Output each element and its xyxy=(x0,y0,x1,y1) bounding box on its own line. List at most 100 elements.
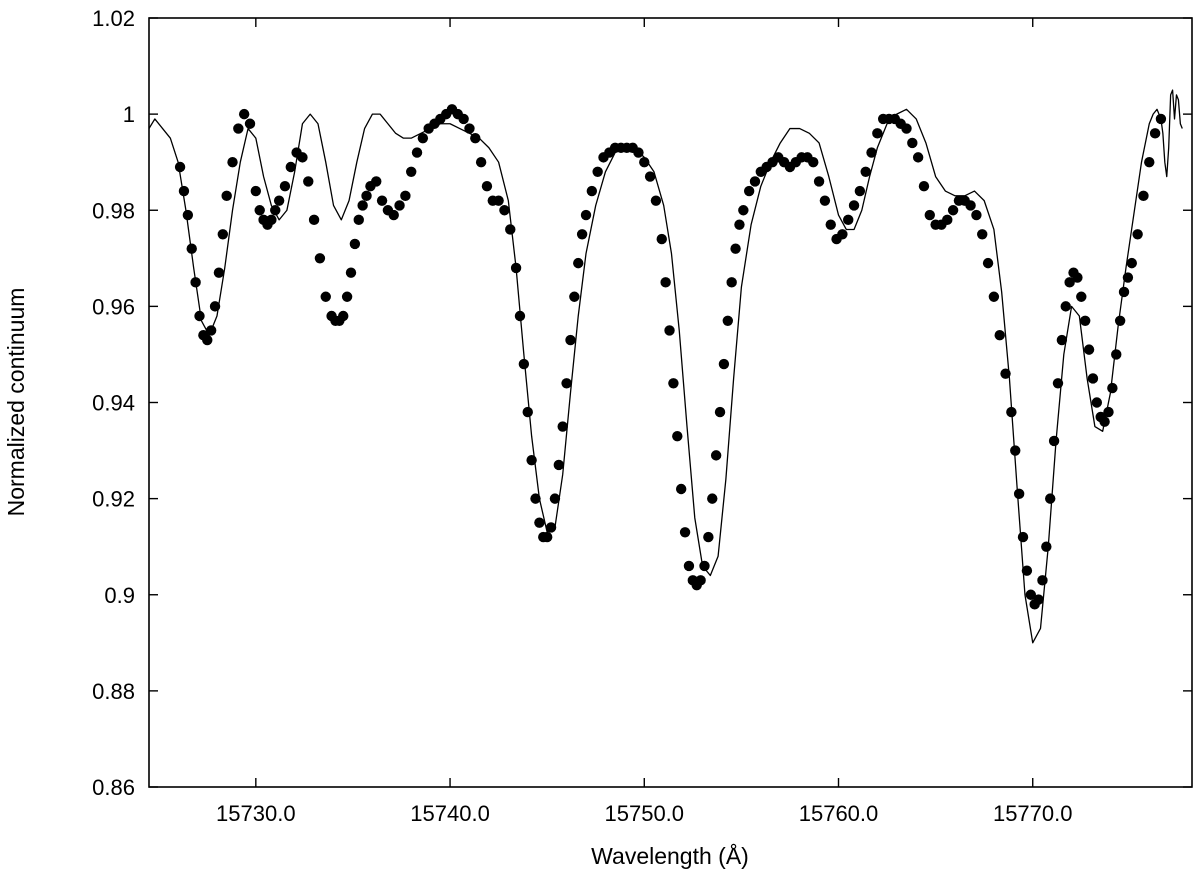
observed-data-point xyxy=(530,493,541,504)
observed-data-point xyxy=(703,531,714,543)
observed-data-point xyxy=(854,185,866,197)
observed-data-point xyxy=(475,156,487,168)
observed-data-point xyxy=(1060,301,1071,312)
observed-data-point xyxy=(499,205,510,216)
observed-data-point xyxy=(1045,493,1056,504)
observed-data-point xyxy=(699,560,710,572)
observed-data-point xyxy=(417,132,429,144)
y-tick-label: 1.02 xyxy=(92,6,135,31)
observed-data-point xyxy=(633,147,644,158)
observed-data-point xyxy=(205,325,217,336)
observed-data-point xyxy=(695,575,706,586)
observed-data-point xyxy=(965,200,976,211)
observed-data-point xyxy=(213,267,225,278)
observed-data-point xyxy=(707,493,718,504)
observed-data-point xyxy=(1118,286,1130,298)
observed-data-point xyxy=(971,209,982,221)
observed-data-point xyxy=(1056,334,1068,346)
observed-data-point xyxy=(1132,229,1143,240)
observed-data-point xyxy=(1087,373,1099,384)
y-axis-title: Normalized continuum xyxy=(3,288,29,517)
observed-data-point xyxy=(518,358,530,370)
observed-data-point xyxy=(573,257,584,269)
observed-data-point xyxy=(285,161,296,173)
observed-data-point xyxy=(982,257,994,269)
observed-data-point xyxy=(1025,589,1036,600)
observed-data-point xyxy=(545,522,557,533)
observed-data-point xyxy=(209,301,221,312)
observed-data-point xyxy=(718,358,730,370)
observed-data-point xyxy=(743,185,755,197)
y-tick-label: 0.86 xyxy=(92,775,135,800)
observed-data-point xyxy=(1037,575,1048,586)
observed-data-point xyxy=(1072,272,1083,283)
observed-data-point xyxy=(1076,291,1087,302)
observed-data-point xyxy=(592,166,603,177)
observed-data-point xyxy=(194,310,205,322)
observed-data-point xyxy=(726,277,737,288)
observed-data-point xyxy=(388,209,399,221)
observed-data-point xyxy=(1000,368,1011,379)
observed-data-point xyxy=(341,291,353,302)
observed-data-point xyxy=(1033,594,1044,605)
observed-data-point xyxy=(349,238,361,250)
observed-data-point xyxy=(580,209,592,221)
observed-data-point xyxy=(656,233,667,245)
observed-data-point xyxy=(297,152,308,163)
observed-data-point xyxy=(493,195,504,206)
y-tick-label: 0.96 xyxy=(92,294,135,319)
observed-data-point xyxy=(749,176,761,187)
observed-data-point xyxy=(722,315,733,326)
observed-data-point xyxy=(679,527,691,538)
observed-data-point xyxy=(510,262,522,274)
observed-data-point xyxy=(1111,349,1122,360)
observed-data-point xyxy=(1006,406,1017,418)
observed-data-point xyxy=(353,214,364,226)
axis-ticks: 15730.0 15740.0 15750.0 15760.0 15770.0 0.86 0… xyxy=(92,6,1192,826)
observed-data-point xyxy=(1126,257,1137,269)
observed-data-point xyxy=(1083,344,1095,355)
observed-data-point xyxy=(650,195,662,206)
y-tick-label: 1 xyxy=(123,102,135,127)
observed-data-point xyxy=(664,325,675,336)
observed-data-point xyxy=(1107,382,1118,394)
observed-data-point xyxy=(1114,315,1126,326)
y-tick-label: 0.92 xyxy=(92,487,135,512)
observed-data-point xyxy=(549,493,561,504)
observed-data-point xyxy=(1122,272,1134,283)
x-tick-label: 15730.0 xyxy=(216,801,296,826)
observed-data-point xyxy=(458,113,469,125)
observed-data-point xyxy=(178,185,190,197)
observed-data-point xyxy=(565,334,576,346)
observed-data-point xyxy=(819,195,831,206)
observed-data-point xyxy=(924,209,935,221)
observed-data-point xyxy=(279,181,291,192)
observed-data-point xyxy=(668,378,679,389)
observed-data-point xyxy=(947,205,959,216)
observed-data-point xyxy=(1010,445,1021,456)
observed-data-point xyxy=(244,118,256,129)
observed-data-point xyxy=(202,334,213,346)
observed-data-point xyxy=(557,421,568,432)
observed-data-point xyxy=(345,267,357,278)
observed-data-point xyxy=(1021,565,1033,576)
observed-data-point xyxy=(233,123,244,134)
plot-frame xyxy=(148,17,1193,788)
observed-data-point xyxy=(1099,416,1110,427)
observed-data-point xyxy=(813,176,825,187)
observed-data-point xyxy=(186,243,197,254)
observed-data-point xyxy=(988,291,1000,302)
observed-data-point xyxy=(710,450,722,461)
observed-data-point xyxy=(481,181,493,192)
observed-data-point xyxy=(338,310,349,322)
observed-data-point xyxy=(361,190,372,202)
observed-data-point xyxy=(683,560,695,572)
observed-data-point xyxy=(308,214,320,226)
observed-data-point xyxy=(660,277,671,288)
observed-data-point xyxy=(866,147,877,158)
observed-data-point xyxy=(182,209,194,221)
observed-data-point xyxy=(872,128,883,139)
observed-data-point xyxy=(569,291,580,302)
observed-data-point xyxy=(314,253,326,264)
